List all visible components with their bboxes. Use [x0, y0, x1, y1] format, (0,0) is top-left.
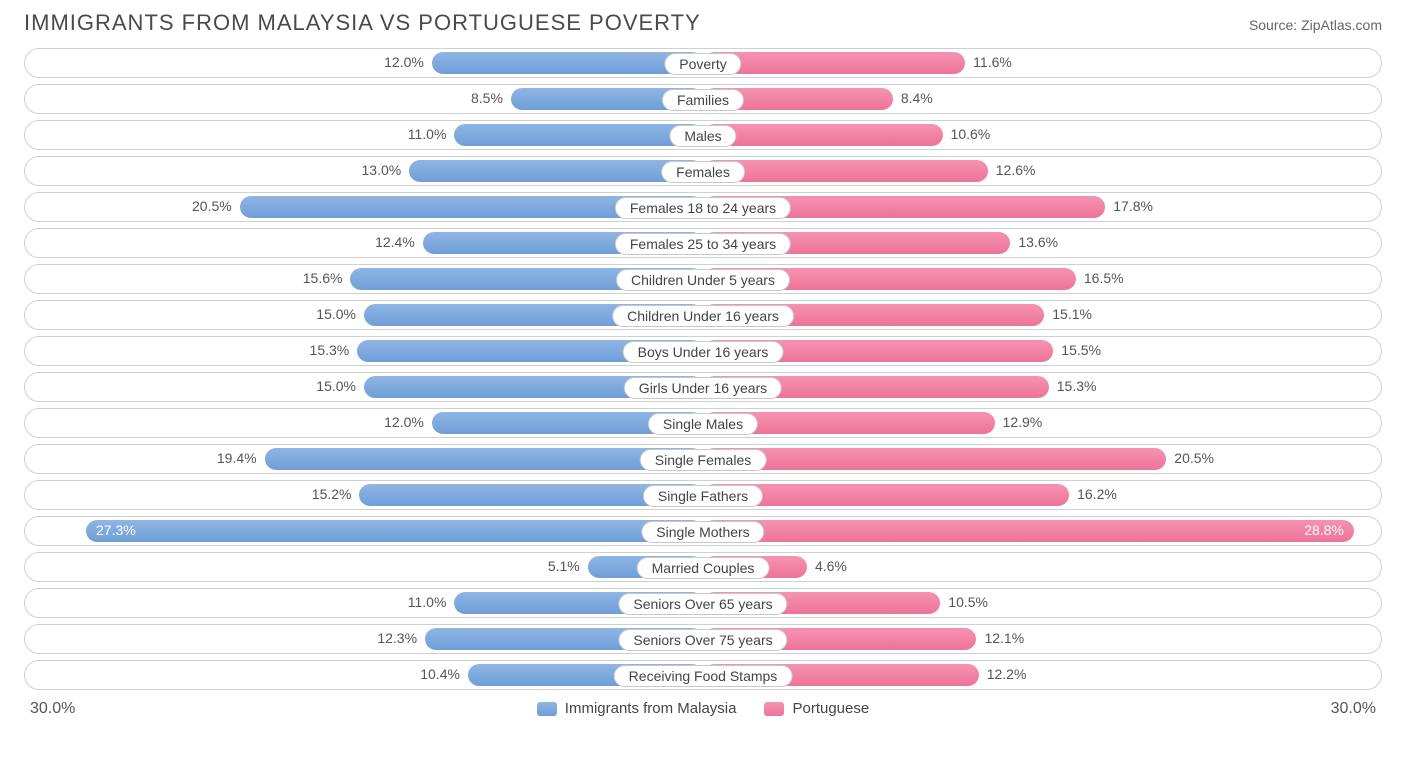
legend-item: Portuguese: [764, 700, 869, 717]
value-left: 5.1%: [548, 558, 580, 574]
value-left: 15.3%: [310, 342, 350, 358]
category-label: Children Under 5 years: [616, 269, 790, 291]
value-right: 15.5%: [1061, 342, 1101, 358]
value-right: 12.1%: [984, 630, 1024, 646]
value-left: 12.0%: [384, 414, 424, 430]
value-right: 15.1%: [1052, 306, 1092, 322]
chart-row: 8.5% 8.4% Families: [24, 84, 1382, 114]
value-right: 12.2%: [987, 666, 1027, 682]
value-left: 15.6%: [303, 270, 343, 286]
legend-swatch: [764, 702, 784, 716]
chart-row: 12.3% 12.1% Seniors Over 75 years: [24, 624, 1382, 654]
category-label: Receiving Food Stamps: [614, 665, 793, 687]
bar-left: [265, 448, 703, 470]
category-label: Poverty: [664, 53, 741, 75]
value-right: 15.3%: [1057, 378, 1097, 394]
chart-row: 15.0% 15.1% Children Under 16 years: [24, 300, 1382, 330]
chart-row: 15.0% 15.3% Girls Under 16 years: [24, 372, 1382, 402]
chart-row: 12.4% 13.6% Females 25 to 34 years: [24, 228, 1382, 258]
category-label: Seniors Over 75 years: [618, 629, 787, 651]
category-label: Girls Under 16 years: [624, 377, 782, 399]
category-label: Single Mothers: [641, 521, 764, 543]
chart-source: Source: ZipAtlas.com: [1249, 17, 1382, 33]
value-right: 28.8%: [1304, 522, 1344, 538]
value-right: 4.6%: [815, 558, 847, 574]
chart-header: IMMIGRANTS FROM MALAYSIA VS PORTUGUESE P…: [0, 10, 1406, 40]
value-left: 11.0%: [408, 126, 447, 142]
category-label: Boys Under 16 years: [623, 341, 784, 363]
value-right: 12.9%: [1003, 414, 1043, 430]
value-right: 13.6%: [1018, 234, 1058, 250]
chart-row: 12.0% 12.9% Single Males: [24, 408, 1382, 438]
chart-row: 19.4% 20.5% Single Females: [24, 444, 1382, 474]
category-label: Single Fathers: [643, 485, 763, 507]
value-left: 12.3%: [377, 630, 417, 646]
category-label: Males: [669, 125, 736, 147]
value-left: 12.0%: [384, 54, 424, 70]
value-left: 15.0%: [316, 306, 356, 322]
chart-row: 10.4% 12.2% Receiving Food Stamps: [24, 660, 1382, 690]
chart-row: 20.5% 17.8% Females 18 to 24 years: [24, 192, 1382, 222]
value-left: 11.0%: [408, 594, 447, 610]
value-right: 12.6%: [996, 162, 1036, 178]
bar-left: [454, 124, 703, 146]
axis-max-left: 30.0%: [30, 700, 75, 718]
value-left: 15.2%: [312, 486, 352, 502]
value-right: 16.2%: [1077, 486, 1117, 502]
value-right: 17.8%: [1113, 198, 1153, 214]
category-label: Families: [662, 89, 744, 111]
value-left: 19.4%: [217, 450, 257, 466]
chart-row: 13.0% 12.6% Females: [24, 156, 1382, 186]
bar-left: [409, 160, 703, 182]
value-left: 12.4%: [375, 234, 415, 250]
category-label: Seniors Over 65 years: [618, 593, 787, 615]
chart-container: IMMIGRANTS FROM MALAYSIA VS PORTUGUESE P…: [0, 0, 1406, 731]
category-label: Females: [661, 161, 745, 183]
chart-footer: 30.0% Immigrants from Malaysia Portuguese…: [0, 696, 1406, 731]
bar-right: [703, 448, 1166, 470]
category-label: Females 25 to 34 years: [615, 233, 791, 255]
category-label: Single Males: [648, 413, 758, 435]
value-right: 10.5%: [948, 594, 988, 610]
bar-right: [703, 520, 1354, 542]
chart-row: 15.2% 16.2% Single Fathers: [24, 480, 1382, 510]
chart-row: 15.3% 15.5% Boys Under 16 years: [24, 336, 1382, 366]
bar-right: [703, 160, 988, 182]
bar-left: [86, 520, 703, 542]
value-right: 16.5%: [1084, 270, 1124, 286]
value-left: 10.4%: [420, 666, 460, 682]
chart-row: 27.3% 28.8% Single Mothers: [24, 516, 1382, 546]
category-label: Married Couples: [637, 557, 770, 579]
bar-left: [432, 52, 703, 74]
chart-legend: Immigrants from Malaysia Portuguese: [537, 700, 869, 717]
bar-right: [703, 124, 943, 146]
legend-item: Immigrants from Malaysia: [537, 700, 737, 717]
chart-row: 15.6% 16.5% Children Under 5 years: [24, 264, 1382, 294]
category-label: Females 18 to 24 years: [615, 197, 791, 219]
value-right: 20.5%: [1174, 450, 1214, 466]
value-right: 11.6%: [973, 54, 1012, 70]
legend-label: Portuguese: [792, 700, 869, 717]
value-left: 20.5%: [192, 198, 232, 214]
bar-right: [703, 52, 965, 74]
legend-label: Immigrants from Malaysia: [565, 700, 737, 717]
category-label: Single Females: [640, 449, 767, 471]
value-left: 8.5%: [471, 90, 503, 106]
value-right: 8.4%: [901, 90, 933, 106]
chart-title: IMMIGRANTS FROM MALAYSIA VS PORTUGUESE P…: [24, 10, 701, 36]
chart-row: 12.0% 11.6% Poverty: [24, 48, 1382, 78]
value-right: 10.6%: [951, 126, 991, 142]
chart-row: 5.1% 4.6% Married Couples: [24, 552, 1382, 582]
axis-max-right: 30.0%: [1331, 700, 1376, 718]
chart-row: 11.0% 10.5% Seniors Over 65 years: [24, 588, 1382, 618]
value-left: 15.0%: [316, 378, 356, 394]
category-label: Children Under 16 years: [612, 305, 794, 327]
chart-row: 11.0% 10.6% Males: [24, 120, 1382, 150]
chart-body: 12.0% 11.6% Poverty 8.5% 8.4% Families 11.0% 10…: [0, 40, 1406, 690]
value-left: 13.0%: [362, 162, 402, 178]
value-left: 27.3%: [96, 522, 136, 538]
legend-swatch: [537, 702, 557, 716]
